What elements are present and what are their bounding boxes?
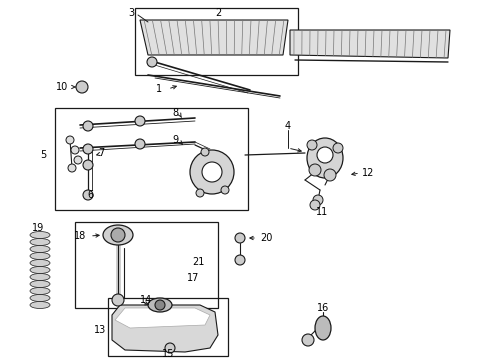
Ellipse shape	[30, 288, 50, 294]
Text: 9: 9	[172, 135, 178, 145]
Ellipse shape	[30, 274, 50, 280]
Text: 12: 12	[362, 168, 374, 178]
Ellipse shape	[165, 343, 175, 353]
Text: 17: 17	[187, 273, 199, 283]
Bar	[75, 222, 218, 308]
Ellipse shape	[135, 139, 145, 149]
Ellipse shape	[30, 260, 50, 266]
Text: 7: 7	[98, 148, 104, 158]
Ellipse shape	[103, 225, 133, 245]
Ellipse shape	[310, 200, 320, 210]
Ellipse shape	[68, 164, 76, 172]
Ellipse shape	[30, 252, 50, 260]
Ellipse shape	[196, 189, 204, 197]
Ellipse shape	[307, 138, 343, 178]
Text: 13: 13	[94, 325, 106, 335]
Ellipse shape	[30, 266, 50, 274]
Text: 20: 20	[260, 233, 272, 243]
Ellipse shape	[333, 143, 343, 153]
Ellipse shape	[315, 316, 331, 340]
Text: 5: 5	[40, 150, 46, 160]
Ellipse shape	[313, 195, 323, 205]
Text: 21: 21	[192, 257, 204, 267]
Ellipse shape	[324, 169, 336, 181]
Polygon shape	[115, 308, 210, 328]
Ellipse shape	[148, 298, 172, 312]
Ellipse shape	[30, 246, 50, 252]
Ellipse shape	[66, 136, 74, 144]
Ellipse shape	[30, 294, 50, 302]
Ellipse shape	[83, 190, 93, 200]
Ellipse shape	[235, 233, 245, 243]
Ellipse shape	[30, 302, 50, 309]
Ellipse shape	[112, 294, 124, 306]
Ellipse shape	[30, 238, 50, 246]
Polygon shape	[290, 30, 450, 58]
Bar	[135, 8, 298, 75]
Ellipse shape	[307, 140, 317, 150]
Ellipse shape	[83, 144, 93, 154]
Ellipse shape	[221, 186, 229, 194]
Text: 4: 4	[285, 121, 291, 131]
Ellipse shape	[74, 156, 82, 164]
Text: 3: 3	[128, 8, 134, 18]
Text: 6: 6	[87, 190, 93, 200]
Ellipse shape	[30, 280, 50, 288]
Bar	[108, 298, 228, 356]
Text: 10: 10	[56, 82, 68, 92]
Ellipse shape	[111, 228, 125, 242]
Ellipse shape	[309, 164, 321, 176]
Ellipse shape	[147, 57, 157, 67]
Ellipse shape	[83, 160, 93, 170]
Ellipse shape	[201, 148, 209, 156]
Ellipse shape	[30, 231, 50, 238]
Ellipse shape	[302, 334, 314, 346]
Polygon shape	[112, 305, 218, 352]
Ellipse shape	[235, 255, 245, 265]
Text: 14: 14	[140, 295, 152, 305]
Polygon shape	[140, 20, 288, 55]
Text: 18: 18	[74, 231, 86, 241]
Ellipse shape	[317, 147, 333, 163]
Text: 11: 11	[316, 207, 328, 217]
Text: 1: 1	[156, 84, 162, 94]
Ellipse shape	[155, 300, 165, 310]
Ellipse shape	[190, 150, 234, 194]
Ellipse shape	[76, 81, 88, 93]
Text: 8: 8	[172, 108, 178, 118]
Ellipse shape	[71, 146, 79, 154]
Text: 16: 16	[317, 303, 329, 313]
Bar	[55, 108, 248, 210]
Text: 19: 19	[32, 223, 44, 233]
Text: 2: 2	[215, 8, 221, 18]
Text: 15: 15	[162, 349, 174, 359]
Ellipse shape	[83, 121, 93, 131]
Ellipse shape	[202, 162, 222, 182]
Ellipse shape	[135, 116, 145, 126]
